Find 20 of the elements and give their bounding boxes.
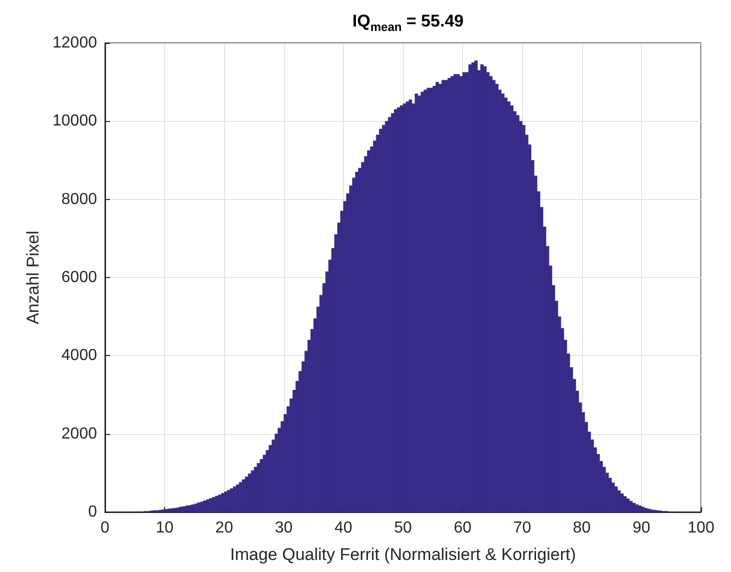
x-tick-label: 0 (100, 520, 110, 536)
y-tick-label: 10000 (52, 112, 98, 130)
y-tick-label: 12000 (52, 34, 98, 52)
y-tick-label: 0 (88, 504, 98, 520)
x-tick-label: 50 (394, 520, 412, 536)
x-tick-label: 100 (688, 520, 714, 536)
x-tick-label: 70 (513, 520, 532, 536)
x-tick-label: 90 (632, 520, 650, 536)
y-axis-title: Anzahl Pixel (24, 230, 43, 324)
x-tick-label: 80 (572, 520, 591, 536)
x-axis-title: Image Quality Ferrit (Normalisiert & Korrigiert) (230, 545, 576, 564)
x-tick-label: 10 (156, 520, 174, 536)
x-tick-label: 20 (215, 520, 234, 536)
y-tick-label: 6000 (61, 269, 98, 286)
y-tick-label: 4000 (61, 347, 98, 364)
x-tick-label: 30 (274, 520, 293, 536)
y-tick-label: 8000 (61, 190, 98, 208)
x-tick-label: 60 (454, 520, 472, 536)
x-tick-label: 40 (334, 520, 352, 536)
y-tick-label: 2000 (61, 425, 98, 442)
